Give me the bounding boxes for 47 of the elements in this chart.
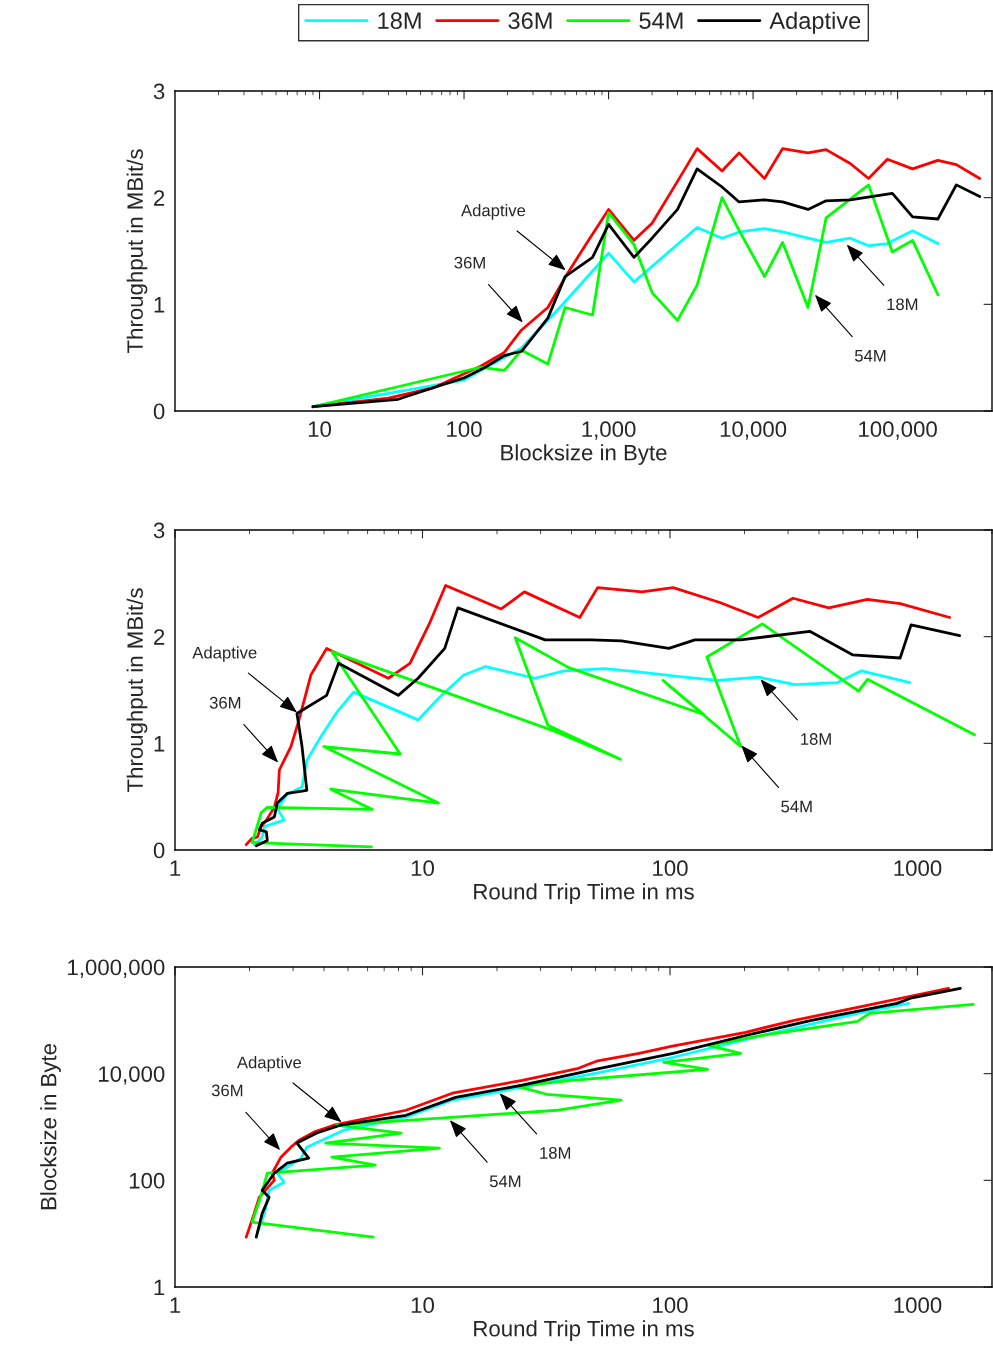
x-axis-title: Blocksize in Byte [501,444,667,465]
annotation: 54M [781,800,812,813]
annotation: 18M [540,1147,571,1159]
legend-label: Adaptive [769,11,861,34]
x-tick-label: 100 [653,860,688,877]
annotation: 18M [801,733,831,745]
y-tick-label: 2 [154,190,165,206]
annotation: Adaptive [461,204,526,220]
x-tick-label: 1000 [894,1297,942,1314]
y-tick-label: 0 [153,842,165,859]
annotation: Adaptive [192,646,257,662]
x-tick-label: 1 [170,1297,181,1313]
annotation: 54M [489,1175,521,1188]
y-tick-label: 10,000 [99,1066,165,1085]
legend-label: 18M [378,12,421,30]
x-tick-label: 1000 [894,860,942,877]
annotation: 18M [887,298,918,311]
y-axis-title: Blocksize in Byte [40,1044,61,1210]
annotation: 36M [211,1084,243,1097]
annotation: 36M [209,696,241,709]
y-axis-title: Throughput in MBit/s [126,149,148,354]
legend-label: 54M [639,12,683,30]
y-tick-label: 100 [129,1172,165,1189]
y-tick-label: 1 [154,736,165,752]
x-tick-label: 10 [308,421,332,438]
y-tick-label: 3 [153,83,165,100]
y-axis-title: Throughput in MBit/s [126,588,148,793]
x-tick-label: 10,000 [720,421,787,440]
annotation: 36M [454,256,485,269]
x-tick-label: 10 [411,1297,434,1314]
legend-label: 36M [508,12,552,30]
annotation: Adaptive [236,1056,302,1072]
x-tick-label: 100 [447,421,482,438]
x-tick-label: 10 [411,860,434,877]
x-tick-label: 1 [170,860,181,876]
x-axis-title: Round Trip Time in ms [474,883,694,904]
y-tick-label: 3 [153,522,165,539]
x-tick-label: 100,000 [859,421,937,440]
y-tick-label: 1 [154,1279,165,1296]
x-tick-label: 100 [653,1297,688,1314]
x-axis-title: Round Trip Time in ms [474,1320,694,1341]
y-tick-label: 1 [154,297,165,313]
y-tick-label: 2 [154,629,165,645]
annotation: 54M [854,350,886,362]
y-tick-label: 1,000,000 [68,959,165,978]
y-tick-label: 0 [153,403,165,420]
x-tick-label: 1,000 [582,421,636,440]
